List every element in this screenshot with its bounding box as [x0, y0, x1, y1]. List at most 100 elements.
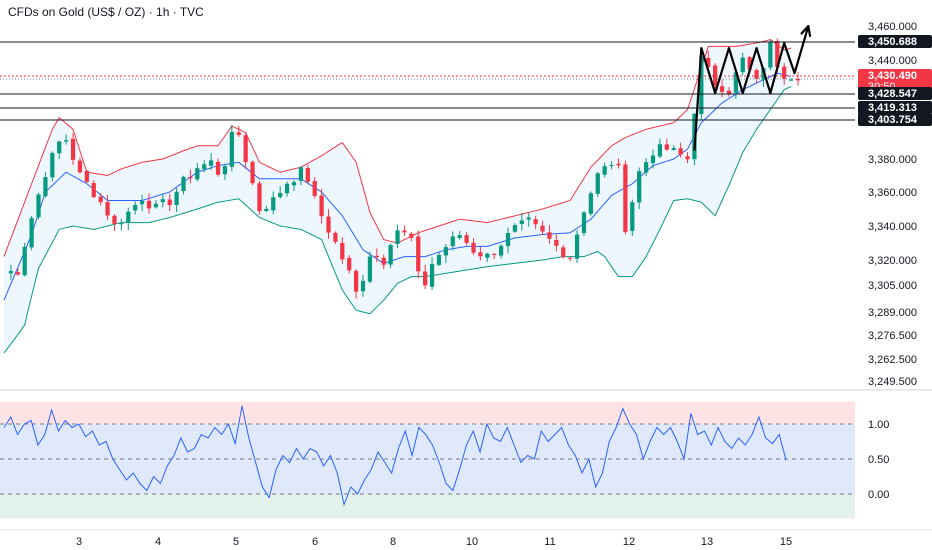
candle	[768, 39, 773, 71]
candle	[29, 215, 34, 251]
price-badge: 3,403.754	[858, 113, 932, 126]
indicator-tick-label: 0.50	[868, 454, 889, 466]
candle	[119, 219, 124, 231]
candle	[181, 175, 186, 195]
indicator-tick-label: 0.00	[868, 489, 889, 501]
projection-drawing	[693, 24, 812, 151]
price-badge-label: 3,419.313	[868, 102, 917, 114]
candle	[264, 205, 269, 213]
candle	[512, 223, 518, 233]
price-tick-label: 3,276.500	[868, 330, 917, 342]
candle	[229, 125, 234, 172]
candle	[505, 227, 511, 254]
candle	[98, 192, 103, 206]
candle	[471, 238, 476, 255]
axes: 3,460.000 3,440.000 3,380.000 3,360.000 3,34…	[76, 21, 932, 548]
candle	[388, 243, 393, 268]
candle	[77, 157, 83, 174]
candle	[312, 176, 317, 199]
candle	[291, 180, 297, 192]
price-badge: 3,419.313	[858, 101, 932, 114]
price-badge-label: 3,403.754	[868, 114, 918, 126]
candle	[153, 199, 159, 209]
candle	[533, 216, 538, 230]
candle	[167, 193, 172, 212]
price-badge: 3,450.688	[858, 35, 932, 48]
candle	[478, 246, 483, 261]
candle	[450, 231, 455, 251]
candle	[623, 160, 628, 235]
candle	[367, 251, 373, 284]
candle	[713, 63, 718, 89]
candle	[492, 252, 497, 260]
time-tick-label: 8	[390, 536, 396, 548]
candle	[209, 153, 214, 170]
price-tick-label: 3,249.500	[868, 376, 917, 388]
candle	[146, 193, 152, 214]
candle	[678, 142, 683, 158]
candle	[637, 167, 642, 210]
time-tick-label: 6	[312, 536, 318, 548]
lower-band-line	[3, 85, 792, 354]
price-tick-label: 3,440.000	[868, 55, 917, 67]
indicator-tick-label: 1.00	[868, 419, 889, 431]
candle	[416, 230, 421, 279]
candle	[685, 152, 690, 164]
candle	[782, 63, 787, 85]
candle	[112, 214, 117, 231]
candle	[326, 209, 331, 239]
candle	[568, 256, 573, 262]
candle	[278, 186, 283, 199]
candle	[91, 180, 96, 199]
candle	[630, 199, 635, 236]
time-tick-label: 11	[544, 536, 555, 548]
candle	[609, 161, 614, 170]
horizontal-levels	[0, 41, 855, 121]
candle	[222, 163, 228, 180]
price-tick-label: 3,305.000	[868, 280, 917, 292]
candle	[395, 224, 400, 249]
candle	[485, 252, 490, 262]
candle	[554, 234, 559, 252]
time-tick-label: 12	[623, 536, 635, 548]
candle	[50, 151, 55, 182]
chart-title: CFDs on Gold (US$ / OZ) · 1h · TVC	[8, 5, 204, 19]
candle	[616, 158, 621, 169]
candle	[464, 232, 469, 246]
price-badge-label: 3,428.547	[868, 88, 917, 100]
candle	[788, 77, 794, 81]
candle	[664, 138, 669, 151]
price-tick-label: 3,262.500	[868, 354, 917, 366]
candle	[243, 131, 248, 169]
candle	[133, 201, 138, 215]
candle	[36, 192, 41, 220]
price-tick-label: 3,320.000	[868, 255, 917, 267]
candle	[429, 257, 435, 290]
time-tick-label: 3	[76, 536, 82, 548]
candle	[236, 125, 241, 137]
candle	[588, 191, 593, 216]
candle	[547, 224, 552, 244]
candle	[70, 133, 76, 165]
candle	[457, 231, 462, 240]
candle	[215, 158, 221, 177]
candle	[602, 162, 607, 178]
grid-lines	[0, 389, 932, 531]
candle	[22, 242, 27, 277]
price-tick-label: 3,360.000	[868, 187, 917, 199]
candle	[643, 158, 649, 177]
candle	[64, 134, 69, 145]
candle	[298, 166, 304, 186]
oscillator-line	[3, 405, 787, 507]
candle	[561, 244, 566, 259]
candle	[581, 210, 587, 237]
candle	[257, 180, 262, 215]
middle-band-line	[3, 72, 792, 301]
candle	[333, 231, 338, 245]
candle	[271, 191, 276, 215]
price-badge: 3,428.547	[858, 87, 932, 100]
candle	[374, 248, 379, 263]
price-tick-label: 3,289.000	[868, 307, 917, 319]
candle	[15, 268, 20, 276]
